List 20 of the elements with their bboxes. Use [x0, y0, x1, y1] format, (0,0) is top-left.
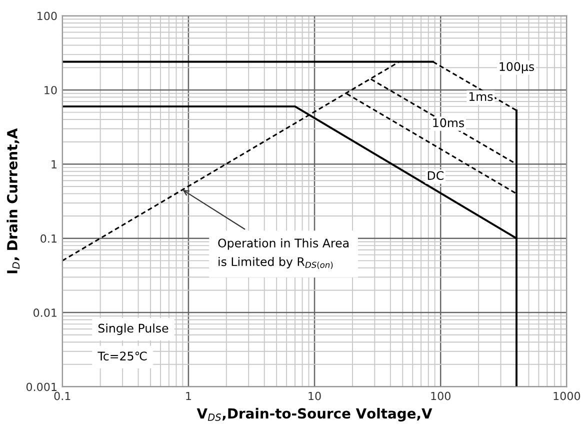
- y-axis-title: I$_{D}$, Drain Current,A: [6, 128, 20, 274]
- annotation: 10ms: [433, 118, 464, 128]
- y-tick-label: 10: [44, 86, 57, 94]
- x-tick-label: 1: [186, 392, 191, 400]
- y-tick-label: 0.01: [34, 308, 56, 317]
- y-tick-label: 1: [52, 160, 56, 168]
- annotation: Single Pulse: [98, 324, 168, 335]
- annotation: Operation in This Area is Limited by R$_{DS(on)}$: [218, 238, 348, 269]
- y-tick-label: 100: [38, 12, 57, 20]
- y-tick-label: 0.001: [26, 382, 56, 392]
- annotation: 100µs: [500, 62, 534, 74]
- annotation: Tc=25℃: [98, 352, 147, 360]
- x-tick-label: 1000: [554, 392, 580, 400]
- annotation: 1ms: [469, 92, 493, 101]
- y-tick-label: 0.1: [40, 234, 56, 243]
- x-tick-label: 10: [308, 392, 321, 400]
- x-tick-label: 100: [431, 392, 450, 400]
- annotation: DC: [428, 171, 444, 180]
- x-tick-label: 0.1: [54, 392, 70, 400]
- x-axis-title: V$_{DS}$,Drain-to-Source Voltage,V: [196, 408, 432, 422]
